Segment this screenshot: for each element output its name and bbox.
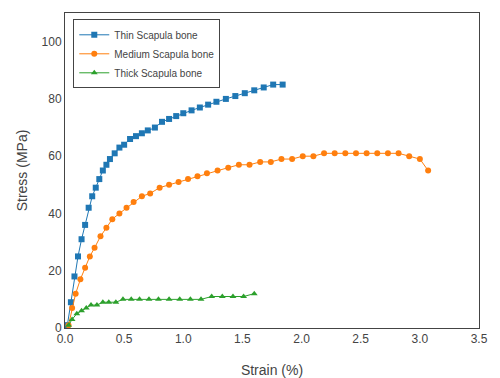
- svg-text:Strain (%): Strain (%): [241, 362, 303, 378]
- svg-text:2.5: 2.5: [352, 332, 369, 346]
- svg-text:1.0: 1.0: [175, 332, 192, 346]
- svg-text:3.0: 3.0: [412, 332, 429, 346]
- svg-text:Stress (MPa): Stress (MPa): [14, 130, 30, 212]
- svg-text:0: 0: [55, 321, 62, 335]
- svg-text:40: 40: [48, 207, 62, 221]
- svg-text:Medium Scapula bone: Medium Scapula bone: [114, 49, 214, 60]
- svg-text:Thin Scapula bone: Thin Scapula bone: [114, 30, 198, 41]
- svg-text:60: 60: [48, 149, 62, 163]
- svg-text:1.5: 1.5: [234, 332, 251, 346]
- svg-text:2.0: 2.0: [293, 332, 310, 346]
- svg-text:3.5: 3.5: [471, 332, 488, 346]
- svg-text:0.5: 0.5: [116, 332, 133, 346]
- svg-text:80: 80: [48, 92, 62, 106]
- svg-text:100: 100: [42, 35, 62, 49]
- svg-text:20: 20: [48, 264, 62, 278]
- svg-text:Thick Scapula bone: Thick Scapula bone: [114, 68, 202, 79]
- svg-text:0.0: 0.0: [57, 332, 74, 346]
